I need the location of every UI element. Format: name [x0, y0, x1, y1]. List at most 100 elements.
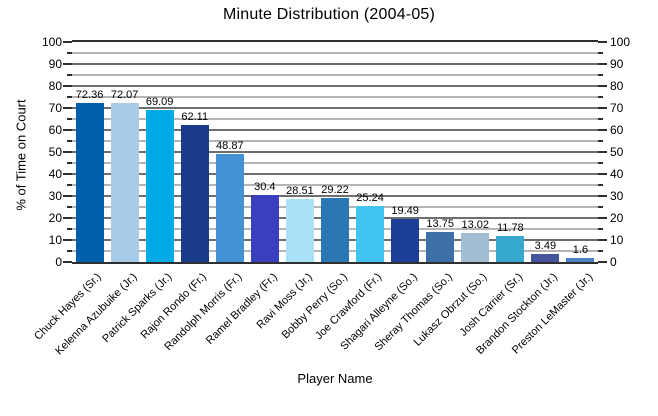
y-axis-tick-label-right: 50 — [610, 145, 624, 159]
y-axis-minor-tick-left — [67, 228, 72, 230]
major-gridline — [72, 173, 598, 175]
y-axis-major-tick-left — [63, 129, 72, 131]
minor-gridline — [72, 74, 598, 76]
y-axis-major-tick-left — [63, 151, 72, 153]
bar — [285, 199, 314, 262]
minor-gridline — [72, 52, 598, 54]
y-axis-tick-label-left: 20 — [48, 211, 62, 225]
y-axis-tick-label-left: 40 — [48, 167, 62, 181]
y-axis-minor-tick-left — [67, 74, 72, 76]
major-gridline — [72, 85, 598, 87]
y-axis-tick-label-right: 100 — [610, 35, 631, 49]
y-axis-major-tick-left — [63, 85, 72, 87]
bar-value-label: 72.07 — [110, 89, 139, 101]
x-axis-title: Player Name — [297, 371, 373, 386]
y-axis-tick-label-left: 10 — [48, 233, 62, 247]
y-axis-tick-label-left: 90 — [48, 57, 62, 71]
bar-value-label: 69.09 — [145, 96, 174, 108]
major-gridline — [72, 151, 598, 153]
y-axis-major-tick-right — [598, 195, 607, 197]
y-axis-tick-label-left: 50 — [48, 145, 62, 159]
y-axis-major-tick-left — [63, 239, 72, 241]
y-axis-minor-tick-right — [598, 96, 603, 98]
y-axis-minor-tick-right — [598, 74, 603, 76]
major-gridline — [72, 63, 598, 65]
bar — [215, 154, 244, 262]
y-axis-minor-tick-left — [67, 250, 72, 252]
y-axis-major-tick-left — [63, 261, 72, 263]
y-axis-tick-label-right: 90 — [610, 57, 624, 71]
x-category-label: Rajon Rondo (Fr.) — [138, 271, 210, 342]
y-axis-minor-tick-left — [67, 206, 72, 208]
bar-value-label: 72.36 — [75, 89, 104, 101]
y-axis-major-tick-right — [598, 151, 607, 153]
major-gridline — [72, 195, 598, 197]
bar — [461, 233, 490, 262]
y-axis-minor-tick-right — [598, 140, 603, 142]
x-category-label: Chuck Hayes (Sr.) — [32, 271, 105, 343]
bar-value-label: 30.4 — [254, 181, 276, 193]
y-axis-major-tick-left — [63, 173, 72, 175]
minor-gridline — [72, 118, 598, 120]
y-axis-tick-label-right: 40 — [610, 167, 624, 181]
bar-value-label: 28.51 — [286, 185, 314, 197]
y-axis-major-tick-right — [598, 173, 607, 175]
minor-gridline — [72, 96, 598, 98]
y-axis-tick-label-left: 30 — [48, 189, 62, 203]
bar — [566, 258, 595, 262]
y-axis-minor-tick-right — [598, 162, 603, 164]
y-axis-major-tick-left — [63, 217, 72, 219]
bar-value-label: 1.6 — [572, 244, 589, 256]
y-axis-major-tick-right — [598, 217, 607, 219]
bar-value-label: 3.49 — [534, 240, 557, 252]
y-axis-tick-label-right: 30 — [610, 189, 624, 203]
y-axis-tick-label-left: 60 — [48, 123, 62, 137]
y-axis-tick-label-left: 100 — [41, 35, 62, 49]
bar — [531, 254, 560, 262]
y-axis-major-tick-right — [598, 261, 607, 263]
bar-value-label: 13.02 — [461, 219, 490, 231]
y-axis-minor-tick-left — [67, 162, 72, 164]
y-axis-tick-label-left: 80 — [48, 79, 62, 93]
y-axis-minor-tick-right — [598, 118, 603, 120]
bar — [75, 103, 104, 262]
bar — [321, 198, 349, 262]
x-category-label: Josh Carrier (Sr.) — [457, 271, 525, 339]
minor-gridline — [72, 184, 598, 186]
bar-value-label: 62.11 — [181, 111, 209, 123]
y-axis-minor-tick-left — [67, 184, 72, 186]
minor-gridline — [72, 162, 598, 164]
bar-value-label: 29.22 — [321, 184, 349, 196]
y-axis-tick-label-right: 80 — [610, 79, 624, 93]
y-axis-minor-tick-left — [67, 52, 72, 54]
bar-value-label: 48.87 — [216, 140, 244, 152]
bar — [426, 232, 455, 262]
plot-area: 0 0 10 10 20 20 30 30 40 40 50 50 60 60 70 70 80 80 90 90 10… — [32, 35, 630, 357]
bar — [180, 125, 209, 262]
bar-value-label: 11.78 — [496, 222, 524, 234]
y-axis-minor-tick-right — [598, 52, 603, 54]
y-axis-major-tick-left — [63, 195, 72, 197]
chart-title: Minute Distribution (2004-05) — [222, 6, 436, 23]
bar — [391, 219, 420, 262]
y-axis-tick-label-left: 70 — [48, 101, 62, 115]
y-axis-major-tick-left — [63, 63, 72, 65]
y-axis-tick-label-right: 10 — [610, 233, 624, 247]
y-axis-major-tick-right — [598, 107, 607, 109]
y-axis-major-tick-right — [598, 85, 607, 87]
bar — [145, 110, 174, 262]
bar — [110, 103, 139, 262]
y-axis-minor-tick-right — [598, 228, 603, 230]
y-axis-major-tick-left — [63, 107, 72, 109]
y-axis-tick-label-left: 0 — [55, 255, 62, 269]
bar-value-label: 13.75 — [426, 218, 454, 230]
bar-value-label: 25.24 — [356, 192, 384, 204]
major-gridline — [72, 107, 598, 109]
y-axis-minor-tick-left — [67, 140, 72, 142]
y-axis-tick-label-right: 20 — [610, 211, 624, 225]
minor-gridline — [72, 140, 598, 142]
bar — [250, 195, 279, 262]
y-axis-minor-tick-left — [67, 96, 72, 98]
bar — [356, 206, 385, 262]
